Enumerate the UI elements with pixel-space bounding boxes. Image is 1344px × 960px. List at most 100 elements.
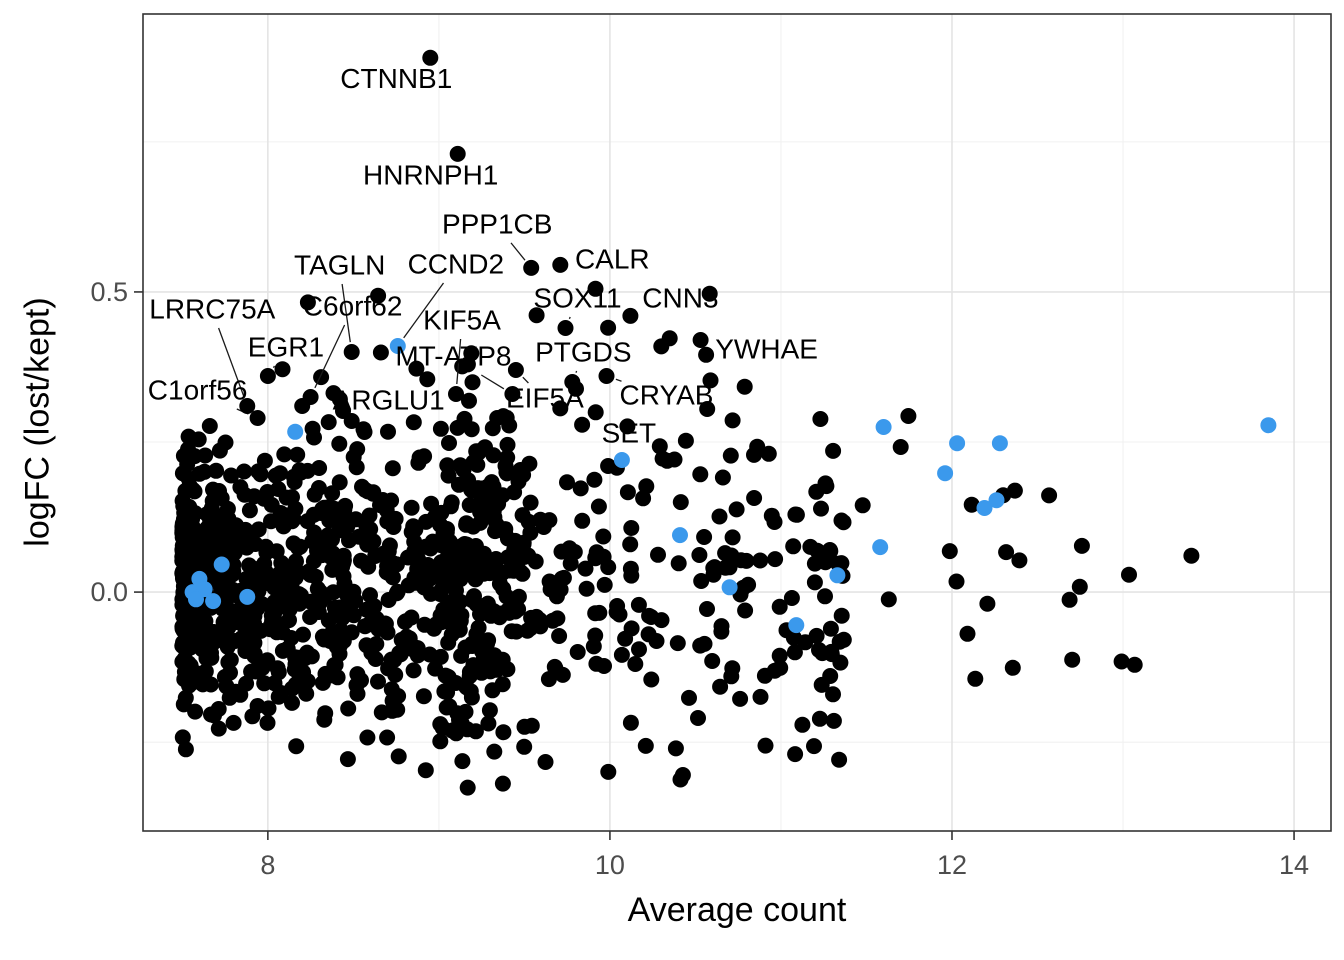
data-point	[176, 651, 193, 668]
gene-label: SOX11	[533, 282, 621, 313]
data-point	[303, 648, 320, 665]
data-point	[201, 418, 218, 434]
data-point	[523, 717, 540, 734]
points-layer	[174, 280, 1200, 796]
label-segment	[575, 370, 578, 373]
data-point	[331, 435, 348, 452]
data-point	[619, 418, 636, 435]
data-point	[306, 524, 323, 541]
data-point	[979, 595, 996, 612]
gene-point-SET	[613, 452, 630, 468]
data-point	[418, 513, 434, 530]
data-point	[325, 584, 342, 601]
data-point	[370, 673, 386, 690]
data-point	[246, 615, 262, 632]
gene-label: HNRNPH1	[363, 159, 498, 190]
data-point	[314, 628, 331, 645]
data-point	[221, 689, 238, 706]
data-point	[481, 702, 498, 719]
data-point	[309, 542, 325, 559]
data-point	[228, 517, 244, 534]
data-point	[335, 547, 352, 564]
data-point	[490, 495, 507, 512]
data-point	[325, 385, 342, 402]
gene-point-ARGLU1	[343, 413, 360, 429]
data-point	[528, 307, 545, 324]
data-point	[194, 676, 211, 693]
data-point	[613, 646, 630, 663]
data-point	[480, 715, 497, 732]
label-segment	[341, 283, 351, 343]
data-point	[659, 452, 676, 469]
data-point	[348, 459, 365, 476]
data-point	[270, 688, 287, 705]
data-point	[239, 537, 256, 554]
data-point	[470, 619, 487, 636]
data-point	[630, 596, 647, 613]
data-point	[520, 547, 537, 564]
data-point	[835, 631, 852, 648]
gene-point-YWHAE	[692, 332, 709, 348]
highlight-point	[672, 527, 688, 544]
data-point	[299, 294, 316, 311]
data-point	[472, 606, 488, 623]
data-point	[817, 588, 833, 605]
data-point	[359, 729, 376, 746]
gene-points-layer	[239, 49, 709, 468]
data-point	[226, 544, 243, 561]
data-point	[724, 529, 741, 546]
data-point	[340, 594, 357, 611]
data-point	[175, 607, 192, 624]
data-point	[670, 555, 687, 572]
data-point	[178, 539, 195, 556]
data-point	[535, 519, 552, 535]
data-point	[812, 411, 829, 427]
data-point	[596, 576, 613, 593]
gene-label: CALR	[575, 243, 650, 274]
data-point	[290, 649, 307, 666]
data-point	[1004, 659, 1021, 676]
data-point	[491, 575, 508, 592]
data-point	[948, 573, 965, 590]
data-point	[512, 462, 529, 478]
tick-labels: 8 10 12 14 0.0 0.5	[90, 277, 1309, 880]
data-point	[405, 662, 422, 679]
data-point	[349, 441, 366, 458]
data-point	[783, 590, 800, 606]
data-point	[349, 685, 366, 702]
data-point	[813, 500, 829, 517]
gene-label: ARGLU1	[333, 384, 445, 415]
data-point	[268, 543, 285, 560]
gene-label: CTNNB1	[340, 63, 452, 94]
data-point	[187, 703, 204, 720]
data-point	[485, 447, 502, 464]
data-point	[302, 609, 319, 625]
data-point	[1113, 653, 1130, 670]
data-point	[293, 589, 310, 606]
label-segment	[522, 376, 529, 384]
data-point	[390, 748, 407, 765]
data-point	[737, 602, 754, 619]
data-point	[437, 667, 454, 684]
data-point	[273, 505, 290, 522]
data-point	[831, 751, 848, 768]
data-point	[359, 536, 376, 553]
highlight-point	[829, 567, 846, 584]
data-point	[304, 420, 321, 437]
gene-point-PTGDS	[564, 374, 581, 390]
gene-label: TAGLN	[294, 249, 385, 280]
highlight-point	[788, 617, 805, 634]
highlight-point	[875, 419, 892, 435]
data-point	[260, 700, 277, 717]
gene-label: LRRC75A	[149, 293, 275, 324]
data-point	[547, 660, 564, 677]
data-point	[474, 546, 491, 562]
data-point	[830, 555, 847, 572]
data-point	[206, 707, 222, 724]
data-point	[417, 762, 434, 779]
data-point	[637, 737, 654, 754]
data-point	[354, 478, 370, 495]
data-point	[313, 369, 330, 386]
data-point	[405, 638, 422, 655]
gene-point-SOX11	[557, 320, 574, 336]
